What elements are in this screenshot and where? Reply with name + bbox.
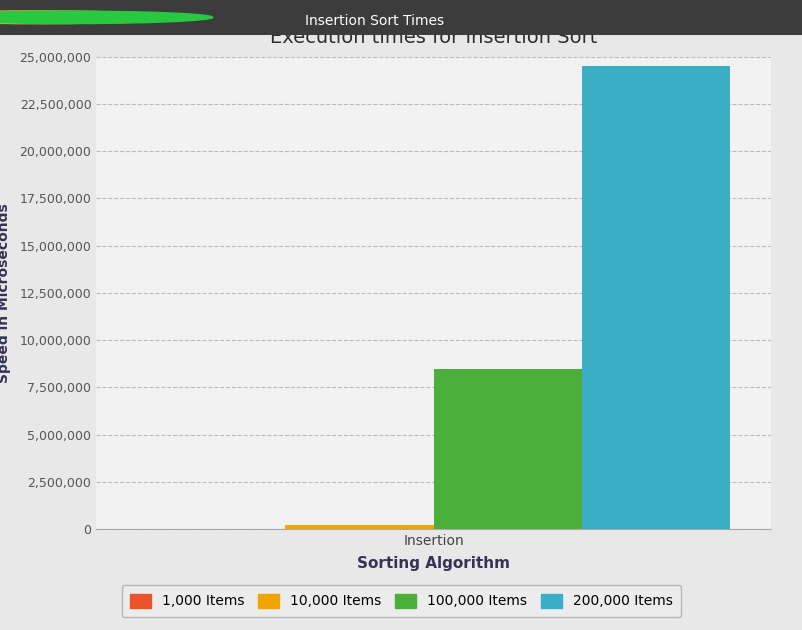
Bar	[285, 525, 433, 529]
Circle shape	[0, 11, 213, 23]
Legend: 1,000 Items, 10,000 Items, 100,000 Items, 200,000 Items: 1,000 Items, 10,000 Items, 100,000 Items…	[121, 585, 681, 617]
Bar	[581, 66, 730, 529]
Circle shape	[0, 11, 188, 23]
Circle shape	[0, 11, 164, 23]
Title: Execution times for Insertion Sort: Execution times for Insertion Sort	[269, 28, 597, 47]
Bar	[433, 369, 581, 529]
X-axis label: Sorting Algorithm: Sorting Algorithm	[357, 556, 509, 571]
Y-axis label: Speed in Microseconds: Speed in Microseconds	[0, 203, 11, 383]
Text: Insertion Sort Times: Insertion Sort Times	[305, 14, 444, 28]
